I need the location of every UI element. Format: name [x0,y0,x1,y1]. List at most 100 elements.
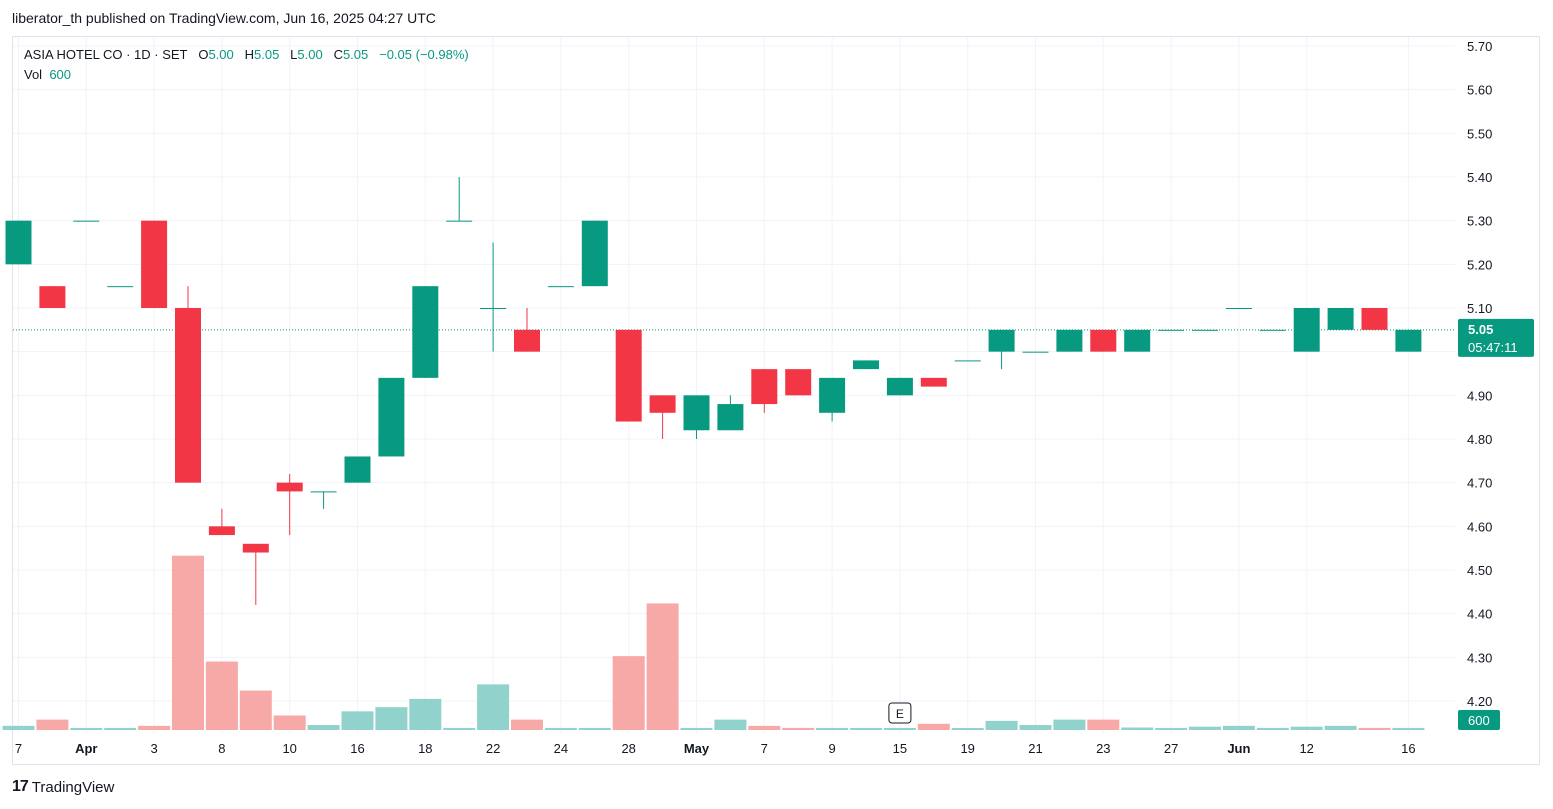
volume-bar [544,727,577,730]
volume-bar [850,727,882,730]
volume-bar [1358,727,1391,730]
volume-label: Vol [24,67,43,82]
volume-bar [714,719,747,730]
close-label: C [333,47,343,62]
x-tick-label: 9 [828,741,835,756]
x-tick-label: Apr [75,741,97,756]
y-tick-label: 5.50 [1467,126,1492,141]
volume-bar [680,727,713,730]
y-tick-label: 5.10 [1467,301,1492,316]
volume-bar [172,555,204,730]
candle-body [1158,329,1185,331]
volume-bar [1392,727,1425,730]
volume-bar [646,603,679,730]
price-tag-countdown: 05:47:11 [1468,340,1518,355]
volume-value: 600 [49,67,72,82]
volume-bar [70,727,103,730]
y-tick-label: 4.30 [1467,650,1492,665]
volume-tag-value: 600 [1468,713,1490,728]
volume-bar [1053,719,1086,730]
brand-name: TradingView [31,778,115,796]
publisher-header: liberator_th published on TradingView.co… [12,10,436,26]
candle-body [5,220,32,265]
y-tick-label: 5.30 [1467,214,1492,229]
x-tick-label: 3 [150,741,157,756]
x-tick-label: 27 [1164,741,1178,756]
volume-bar [1087,719,1120,730]
y-tick-label: 4.60 [1467,519,1492,534]
volume-bar [883,727,916,730]
x-tick-label: 19 [960,741,974,756]
candle-body [412,286,439,378]
x-tick-label: Jun [1227,741,1250,756]
x-tick-label: 8 [218,741,225,756]
volume-bar [205,661,238,730]
x-tick-label: May [684,741,710,756]
volume-bar [1121,727,1154,730]
y-tick-label: 4.40 [1467,607,1492,622]
symbol-name[interactable]: ASIA HOTEL CO · 1D · SET [24,47,188,62]
candle-body [310,491,337,493]
chart-frame [12,36,1540,765]
volume-bar [1189,726,1221,730]
volume-bar [578,727,611,730]
volume-bar [511,719,543,730]
high-value: 5.05 [254,47,280,62]
candle-body [649,395,676,413]
y-tick-label: 4.50 [1467,563,1492,578]
candle-body [1293,308,1320,352]
candle-body [547,286,574,288]
x-tick-label: 16 [1401,741,1415,756]
x-tick-label: 15 [893,741,907,756]
volume-bar [104,727,137,730]
close-value: 5.05 [342,47,369,62]
x-tick-label: 23 [1096,741,1110,756]
low-value: 5.00 [297,47,323,62]
candle-body [1327,308,1354,330]
volume-tag-bg [1458,710,1500,730]
y-tick-label: 5.20 [1467,257,1492,272]
candle-body [446,220,473,222]
y-tick-label: 4.20 [1467,694,1492,709]
volume-bar [375,707,408,730]
volume-bar [1019,725,1052,730]
volume-bar [138,725,171,730]
volume-bar [2,725,35,730]
candle-body [988,329,1015,352]
x-tick-label: 12 [1299,741,1313,756]
y-tick-label: 5.70 [1467,39,1492,54]
y-tick-label: 5.60 [1467,83,1492,98]
candle-body [1395,329,1422,352]
x-tick-label: 16 [350,741,364,756]
tradingview-logo-icon: 17 [12,778,29,795]
footer-brand[interactable]: 17 TradingView [12,778,114,796]
candle-body [581,220,608,287]
open-value: 5.00 [208,47,234,62]
x-tick-label: 18 [418,741,432,756]
volume-bar [951,728,984,730]
candle-body [107,286,134,288]
volume-bar [239,690,272,730]
candle-body [175,308,201,483]
candle-body [785,369,812,396]
volume-bar [341,711,374,730]
volume-bar [1155,727,1188,730]
ohlc-row: ASIA HOTEL CO · 1D · SET O5.00 H5.05 L5.… [24,45,469,65]
volume-bar [917,723,950,730]
volume-bar [1324,725,1357,730]
y-tick-label: 4.70 [1467,476,1492,491]
y-tick-label: 5.40 [1467,170,1492,185]
volume-bar [36,719,69,730]
candle-body [853,360,879,370]
candle-body [886,377,913,396]
candle-body [1022,351,1049,353]
y-tick-label: 4.80 [1467,432,1492,447]
candle-body [683,395,710,431]
earnings-marker-box [888,702,912,724]
candle-body [242,543,269,553]
candle-body [276,482,303,492]
candle-body [73,220,100,222]
candle-body [208,526,235,536]
open-label: O [198,47,209,62]
